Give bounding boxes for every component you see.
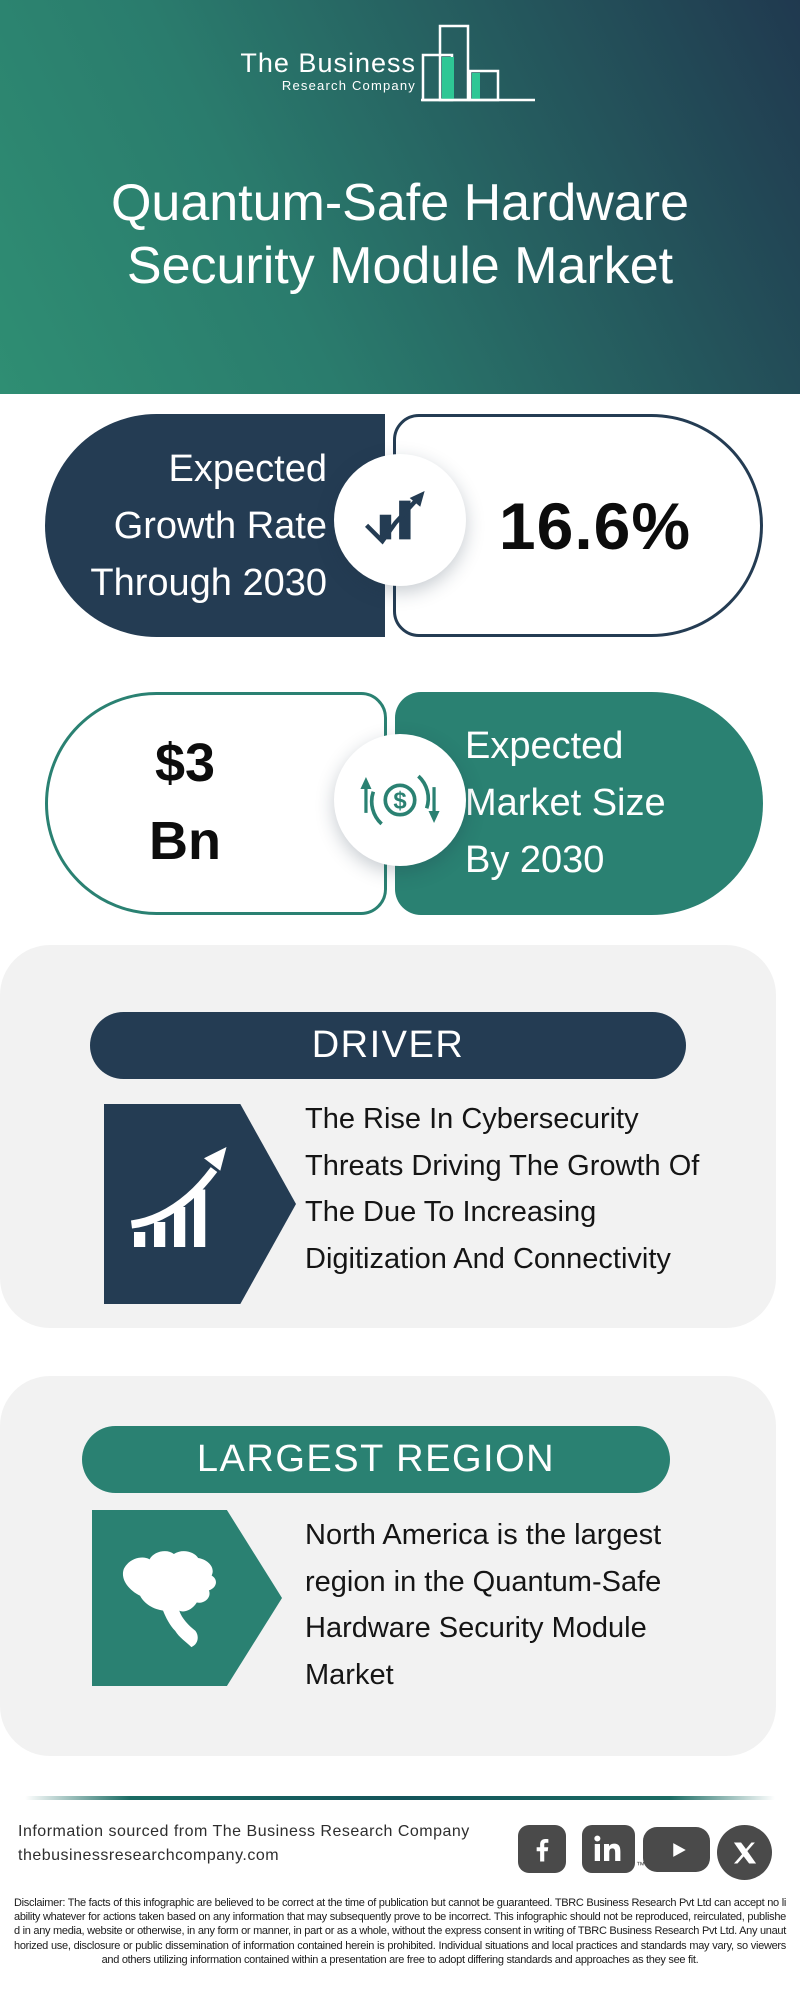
growth-rate-value: 16.6% — [498, 488, 692, 563]
source-line: Information sourced from The Business Re… — [18, 1823, 470, 1840]
region-heading: LARGEST REGION — [196, 1438, 556, 1480]
driver-heading-pill: DRIVER — [90, 1012, 686, 1079]
page-title-line1: Quantum-Safe Hardware — [110, 174, 690, 232]
growth-chart-badge — [334, 454, 466, 586]
region-line4: Market — [305, 1658, 394, 1691]
brand-subname: Research Company — [281, 78, 416, 93]
market-label-line2: Market Size — [465, 782, 666, 824]
driver-line3: The Due To Increasing — [305, 1196, 597, 1228]
brand-bar-chart-icon — [421, 24, 535, 102]
linkedin-icon[interactable] — [582, 1825, 635, 1873]
facebook-icon[interactable] — [518, 1825, 566, 1873]
linkedin-trademark: ™ — [636, 1860, 645, 1870]
market-label-line1: Expected — [465, 725, 624, 767]
footer-divider — [25, 1796, 775, 1800]
driver-line4: Digitization And Connectivity — [305, 1242, 671, 1275]
market-size-value-panel — [45, 692, 387, 915]
driver-line2: Threats Driving The Growth Of — [305, 1149, 700, 1182]
driver-description: The Rise In Cybersecurity Threats Drivin… — [305, 1096, 775, 1282]
youtube-icon[interactable] — [643, 1827, 710, 1872]
disclaimer-text: Disclaimer: The facts of this infographi… — [14, 1897, 786, 1966]
page-title-line2: Security Module Market — [126, 237, 674, 295]
growth-arrow-bars-icon — [130, 1146, 226, 1247]
market-size-value: $3 Bn — [85, 724, 285, 880]
market-size-label-panel: Expected Market Size By 2030 — [395, 692, 763, 915]
brand-name: The Business — [240, 48, 416, 78]
market-value-amount: $3 — [154, 733, 216, 793]
region-description: North America is the largest region in t… — [305, 1512, 775, 1698]
trending-up-chart-icon — [365, 490, 425, 545]
dollar-exchange-icon: $ — [360, 774, 440, 826]
page-title: Quantum-Safe Hardware Security Module Ma… — [0, 172, 800, 298]
market-label-line3: By 2030 — [465, 839, 605, 881]
market-value-unit: Bn — [149, 811, 221, 871]
dollar-exchange-badge: $ — [334, 734, 466, 866]
growth-label-line1: Expected — [168, 448, 327, 490]
header-banner: The Business Research Company Quantum-Sa… — [0, 0, 800, 394]
region-line3: Hardware Security Module — [305, 1612, 647, 1644]
growth-rate-label: Expected Growth Rate Through 2030 — [90, 441, 327, 612]
x-twitter-icon[interactable] — [717, 1825, 772, 1880]
region-line1: North America is the largest — [305, 1519, 662, 1551]
growth-label-line3: Through 2030 — [90, 562, 327, 604]
market-size-label: Expected Market Size By 2030 — [465, 718, 666, 889]
growth-rate-card-label-panel: Expected Growth Rate Through 2030 — [45, 414, 385, 637]
driver-line1: The Rise In Cybersecurity — [305, 1103, 639, 1135]
source-attribution: Information sourced from The Business Re… — [18, 1820, 470, 1868]
driver-heading: DRIVER — [311, 1024, 465, 1066]
region-heading-pill: LARGEST REGION — [82, 1426, 670, 1493]
svg-text:$: $ — [393, 787, 406, 814]
growth-label-line2: Growth Rate — [113, 505, 327, 547]
north-america-map-icon — [122, 1550, 216, 1647]
brand-logo: The Business Research Company — [240, 48, 416, 93]
source-url[interactable]: thebusinessresearchcompany.com — [18, 1847, 280, 1864]
region-line2: region in the Quantum-Safe — [305, 1565, 662, 1598]
